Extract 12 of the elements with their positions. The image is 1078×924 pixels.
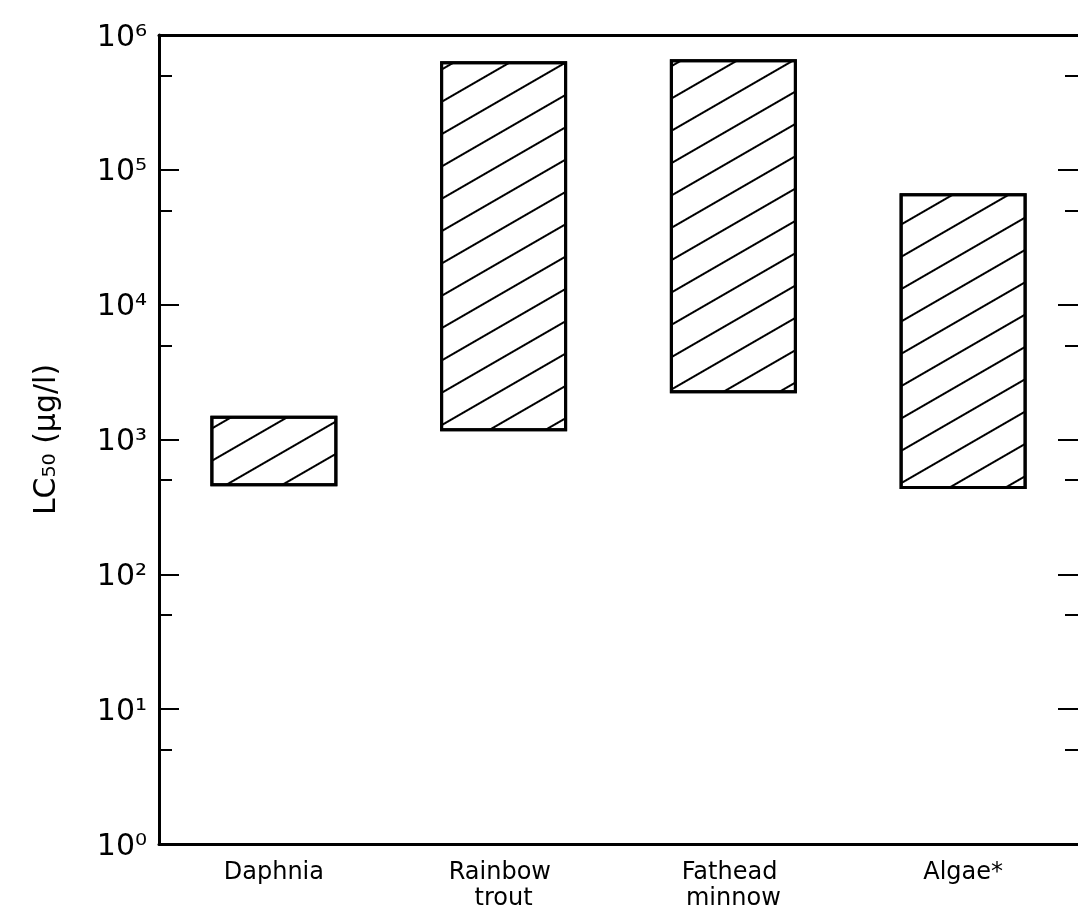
y-tick-label: 10³ — [96, 422, 147, 457]
y-tick-label: 10¹ — [96, 691, 147, 727]
x-tick-label: Daphnia — [223, 857, 324, 885]
y-axis-title: LC₅₀ (μg/l) — [26, 363, 62, 516]
x-tick-label: Rainbow trout — [448, 857, 559, 911]
y-tick-label: 10⁶ — [96, 17, 147, 53]
x-tick-label: Fathead minnow — [681, 857, 786, 911]
y-tick-label: 10² — [96, 556, 147, 592]
y-tick-label: 10⁴ — [96, 287, 147, 323]
y-tick-label: 10⁰ — [96, 826, 147, 862]
x-tick-label: Algae* — [923, 857, 1004, 885]
y-tick-label: 10⁵ — [96, 152, 147, 188]
